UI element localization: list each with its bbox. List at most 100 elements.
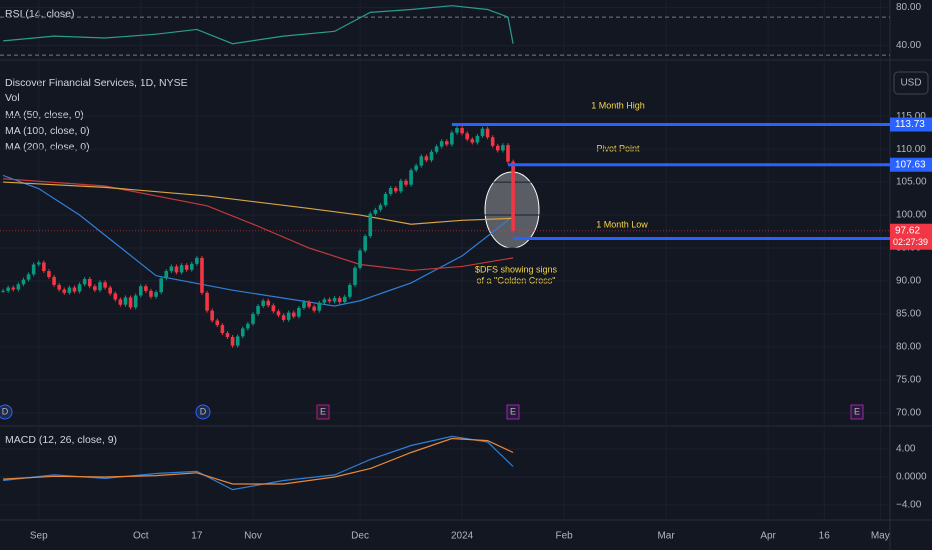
candle [230, 337, 235, 346]
candle [240, 328, 245, 337]
candle [399, 180, 403, 192]
candle [123, 297, 128, 305]
candle [220, 325, 225, 334]
y-tick-label: 70.00 [896, 407, 921, 418]
candle [434, 146, 439, 152]
candle [501, 145, 505, 151]
y-tick-label: −4.00 [896, 500, 922, 511]
candle [67, 287, 72, 293]
candle [337, 298, 342, 303]
price-label: 113.73 [895, 119, 925, 130]
candle [246, 323, 250, 329]
y-tick-label: 90.00 [896, 276, 921, 287]
candle [439, 141, 444, 147]
candle [455, 128, 459, 133]
candle [450, 132, 454, 145]
macd-title: MACD (12, 26, close, 9) [5, 434, 117, 446]
candle [271, 305, 276, 312]
candle [251, 313, 255, 324]
candle [235, 336, 240, 346]
ma-legend: MA (100, close, 0) [5, 125, 90, 137]
candle [108, 287, 112, 294]
y-tick-label: 40.00 [896, 40, 921, 51]
x-tick-label: Dec [351, 531, 369, 542]
candle [256, 306, 260, 314]
y-tick-label: 115.00 [896, 111, 926, 122]
candle [77, 284, 82, 292]
candle [291, 312, 296, 317]
series-line [3, 5, 514, 45]
last-price: 97.62 [895, 225, 920, 236]
candle [128, 297, 133, 308]
x-tick-label: 2024 [451, 531, 474, 542]
price-label-box [890, 157, 932, 172]
candle [266, 300, 271, 306]
series-line [2, 435, 514, 491]
candle [414, 165, 418, 171]
candle [404, 180, 408, 185]
candle [138, 286, 143, 296]
candle [485, 128, 490, 138]
event-marker [506, 404, 520, 420]
candle [26, 274, 31, 280]
candle [460, 128, 464, 134]
candle [470, 139, 475, 143]
candle [506, 145, 510, 162]
candle [11, 287, 16, 290]
annotation: of a "Golden Cross" [477, 275, 556, 285]
candle [164, 271, 169, 279]
y-tick-label: 4.00 [896, 444, 916, 455]
candle [195, 257, 199, 264]
candle [327, 299, 332, 302]
series-line [3, 181, 514, 225]
rsi-title: RSI (14, close) [5, 8, 74, 20]
candle [373, 209, 378, 214]
currency-button[interactable] [893, 71, 929, 95]
candle [444, 141, 449, 145]
series-line [3, 437, 514, 485]
event-label: E [320, 406, 326, 416]
x-tick-label: 16 [819, 531, 831, 542]
candle [348, 284, 352, 297]
event-marker [850, 404, 864, 420]
candle [409, 170, 413, 185]
candle [42, 262, 46, 272]
candle [307, 302, 311, 307]
currency[interactable]: USD [900, 78, 921, 89]
event-label: D [200, 406, 207, 416]
candle [21, 279, 26, 285]
candle [57, 284, 61, 290]
candle [184, 265, 189, 270]
candle [144, 286, 148, 291]
candle [383, 193, 388, 206]
event-label: D [2, 406, 9, 416]
candle [225, 333, 230, 337]
event-label: E [510, 406, 516, 416]
candle [322, 299, 327, 303]
candle [103, 282, 107, 288]
candle [378, 205, 383, 210]
x-tick-label: Sep [30, 531, 48, 542]
candle [98, 282, 102, 291]
x-tick-label: 17 [191, 531, 203, 542]
y-tick-label: 80.00 [896, 342, 921, 353]
candle [174, 266, 179, 273]
candle [47, 271, 51, 278]
event-marker [0, 404, 13, 420]
candle [6, 287, 10, 291]
x-tick-label: Feb [555, 531, 573, 542]
candle [281, 315, 286, 320]
y-tick-label: 75.00 [896, 374, 921, 385]
candle [82, 278, 87, 285]
candle [276, 311, 281, 316]
y-tick-label: 80.00 [896, 2, 921, 13]
candle [87, 278, 92, 287]
candle [495, 145, 500, 151]
symbol-title: Discover Financial Services, 1D, NYSE [5, 77, 188, 89]
candle [286, 312, 291, 320]
candle [429, 151, 434, 161]
level-label: 1 Month Low [596, 219, 648, 229]
candle [424, 156, 429, 161]
y-tick-label: 0.0000 [896, 472, 927, 483]
